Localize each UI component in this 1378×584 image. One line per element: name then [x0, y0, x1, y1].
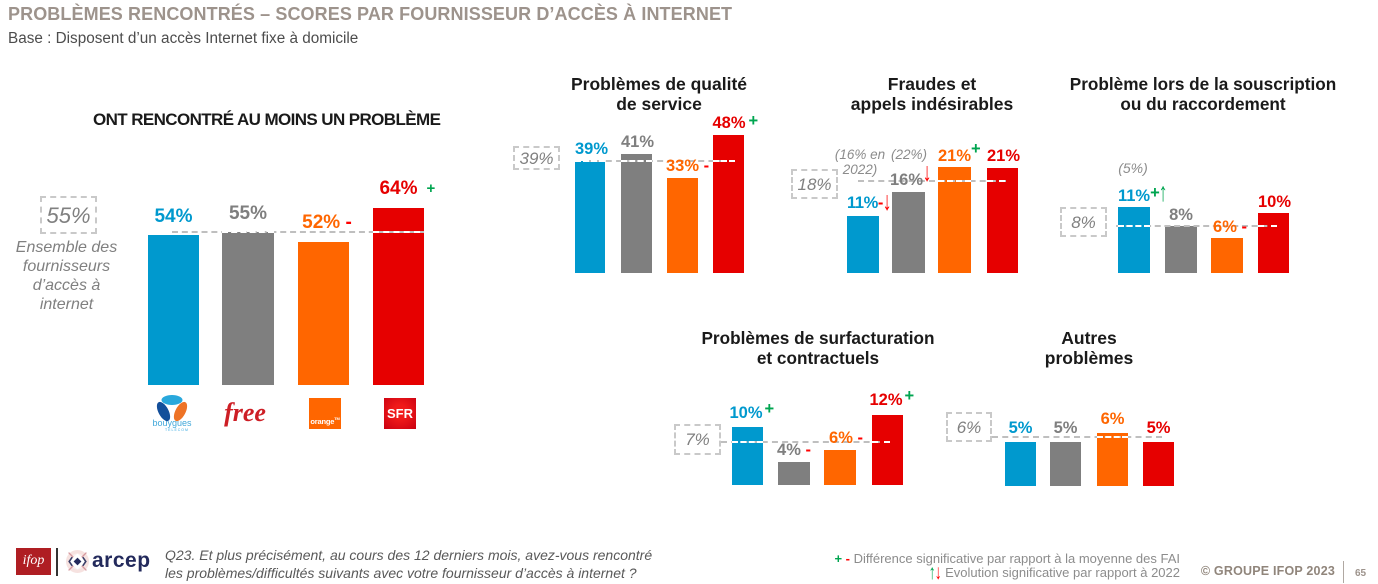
svg-text:TELECOM: TELECOM: [165, 428, 189, 432]
svg-text:bouygues: bouygues: [152, 418, 192, 428]
